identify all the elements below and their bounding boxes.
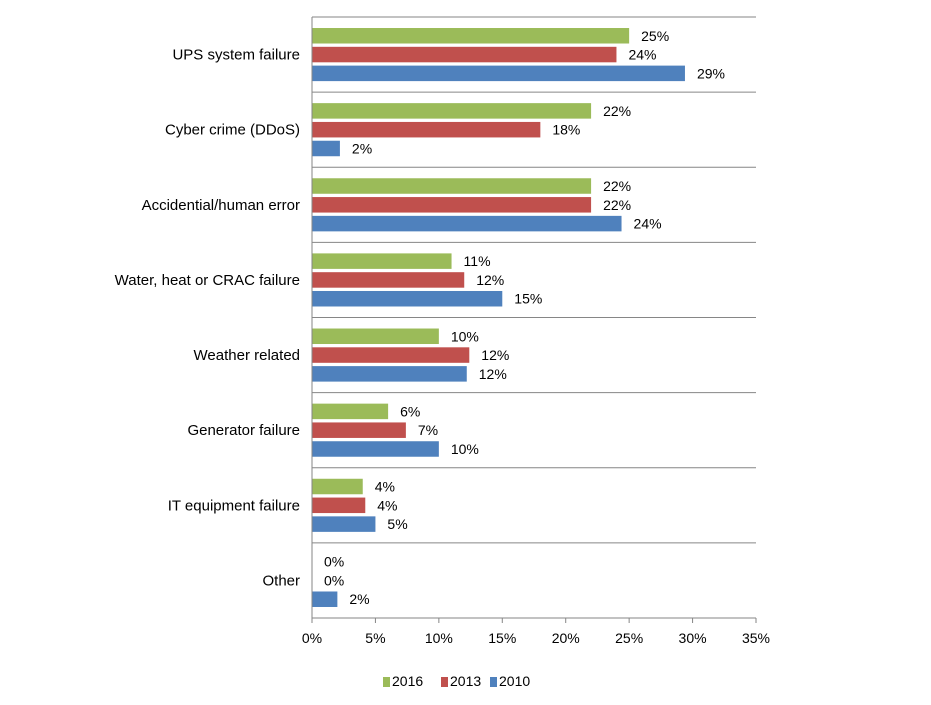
data-label: 24% — [628, 47, 656, 63]
data-label: 4% — [377, 497, 397, 513]
data-label: 12% — [481, 347, 509, 363]
bar-2010 — [312, 366, 467, 382]
legend-label: 2010 — [499, 673, 530, 689]
bar-2010 — [312, 441, 439, 457]
data-label: 4% — [375, 479, 395, 495]
data-label: 29% — [697, 65, 725, 81]
x-tick-label: 5% — [365, 630, 385, 646]
bar-2010 — [312, 591, 338, 607]
category-label: Weather related — [194, 347, 300, 364]
data-label: 11% — [464, 253, 491, 269]
data-label: 22% — [603, 103, 631, 119]
x-tick-label: 25% — [615, 630, 643, 646]
category-label: Generator failure — [187, 422, 300, 439]
bar-2013 — [312, 121, 541, 138]
bar-2013 — [312, 46, 617, 63]
data-label: 0% — [324, 572, 344, 588]
category-label: Accidential/human error — [142, 197, 300, 214]
legend-label: 2013 — [450, 673, 481, 689]
data-label: 25% — [641, 28, 669, 44]
bar-2016 — [312, 178, 592, 194]
x-tick-label: 20% — [552, 630, 580, 646]
data-label: 24% — [634, 216, 662, 232]
data-label: 5% — [387, 516, 407, 532]
bar-2013 — [312, 272, 465, 288]
bar-2013 — [312, 347, 470, 363]
bar-2010 — [312, 65, 685, 82]
bar-2016 — [312, 328, 439, 345]
category-label: Other — [262, 572, 300, 589]
legend-swatch-2010 — [490, 677, 497, 687]
x-tick-label: 0% — [302, 630, 322, 646]
category-label: Water, heat or CRAC failure — [115, 272, 300, 289]
data-label: 10% — [451, 441, 479, 457]
data-label: 22% — [603, 197, 631, 213]
bar-2016 — [312, 403, 389, 420]
bar-2016 — [312, 103, 592, 119]
x-tick-label: 35% — [742, 630, 770, 646]
data-label: 15% — [514, 291, 542, 307]
category-label: IT equipment failure — [168, 497, 300, 514]
data-label: 10% — [451, 328, 479, 344]
bar-2010 — [312, 215, 622, 232]
data-label: 0% — [324, 554, 344, 570]
category-label: Cyber crime (DDoS) — [165, 122, 300, 139]
x-tick-label: 30% — [679, 630, 707, 646]
category-label: UPS system failure — [172, 47, 300, 64]
x-tick-label: 15% — [488, 630, 516, 646]
legend-swatch-2016 — [383, 677, 390, 687]
data-label: 22% — [603, 178, 631, 194]
bar-2016 — [312, 478, 363, 495]
legend-label: 2016 — [392, 673, 423, 689]
data-label: 7% — [418, 422, 438, 438]
bar-2016 — [312, 28, 630, 44]
data-label: 18% — [552, 122, 580, 138]
bar-2016 — [312, 253, 452, 269]
bar-2010 — [312, 290, 503, 307]
x-tick-label: 10% — [425, 630, 453, 646]
data-label: 2% — [349, 591, 369, 607]
bar-2010 — [312, 516, 376, 532]
bar-2013 — [312, 422, 406, 438]
legend-swatch-2013 — [441, 677, 448, 687]
data-label: 6% — [400, 403, 420, 419]
data-label: 2% — [352, 140, 372, 156]
bar-2010 — [312, 140, 340, 157]
bar-2013 — [312, 197, 592, 213]
bar-2013 — [312, 497, 366, 514]
data-label: 12% — [476, 272, 504, 288]
data-label: 12% — [479, 366, 507, 382]
